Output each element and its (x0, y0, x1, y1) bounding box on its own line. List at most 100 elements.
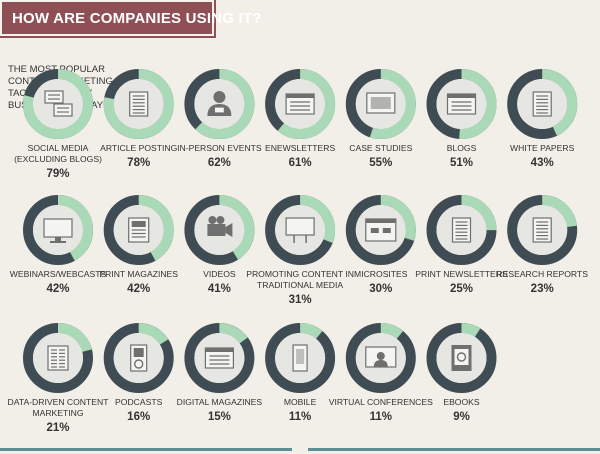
donut-value-label: 31% (289, 294, 312, 306)
donut-label: PODCASTS (115, 397, 163, 407)
donut-value-label: 15% (208, 411, 231, 423)
donut-value-label: 43% (531, 157, 554, 169)
donut-label: VIDEOS (203, 269, 236, 279)
donut-value-arc (184, 323, 255, 393)
donut-in-person-events: IN-PERSON EVENTS 62% (177, 69, 262, 169)
donut-value-arc (345, 195, 416, 265)
donut-microsites: MICROSITES 30% (345, 195, 416, 295)
donut-value-label: 16% (127, 411, 150, 423)
donut-label: MICROSITES (354, 269, 408, 279)
email-newsletter-icon (285, 93, 315, 115)
monitor-icon (43, 218, 73, 243)
chat-bubbles-icon (44, 90, 73, 117)
donut-label: PROMOTING CONTENT IN (246, 269, 354, 279)
donut-print-magazines: PRINT MAGAZINES 42% (99, 195, 178, 295)
video-conference-icon (365, 346, 397, 368)
mobile-phone-icon (292, 344, 308, 372)
digital-magazine-icon (204, 347, 234, 369)
section-banner: HOW ARE COMPANIES USING IT? (0, 0, 261, 38)
donut-label: ARTICLE POSTING (100, 143, 178, 153)
donut-label: IN-PERSON EVENTS (177, 143, 262, 153)
donut-enewsletters: ENEWSLETTERS 61% (265, 69, 336, 169)
donut-digital-magazines: DIGITAL MAGAZINES 15% (177, 323, 263, 423)
donut-value-arc (184, 195, 255, 265)
donut-article-posting: ARTICLE POSTING 78% (100, 69, 178, 169)
donut-value-label: 11% (370, 411, 392, 423)
donut-value-label: 62% (208, 157, 231, 169)
donut-label: BLOGS (447, 143, 477, 153)
donut-value-arc (265, 323, 336, 393)
donut-value-label: 79% (46, 168, 69, 180)
donut-social-media-excluding-blogs: SOCIAL MEDIA(EXCLUDING BLOGS) 79% (14, 69, 102, 180)
bottom-divider-left (0, 448, 292, 451)
donut-value-arc (23, 69, 93, 139)
donut-value-label: 25% (450, 283, 473, 295)
donut-value-arc (265, 195, 336, 265)
person-nametag-icon (207, 91, 232, 116)
donut-label: VIRTUAL CONFERENCES (329, 397, 433, 407)
donut-label: DATA-DRIVEN CONTENT (8, 397, 110, 407)
donut-value-arc (426, 69, 497, 139)
donut-label: WHITE PAPERS (510, 143, 575, 153)
donut-label: MARKETING (32, 408, 83, 418)
donut-value-label: 23% (531, 283, 554, 295)
donut-value-label: 21% (46, 422, 69, 434)
donut-virtual-conferences: VIRTUAL CONFERENCES 11% (329, 323, 433, 423)
donut-research-reports: RESEARCH REPORTS 23% (496, 195, 588, 295)
donut-videos: VIDEOS 41% (184, 195, 255, 295)
donut-value-arc (426, 195, 497, 265)
donut-mobile: MOBILE 11% (265, 323, 336, 423)
document-icon (532, 91, 552, 117)
donut-value-arc (103, 323, 174, 393)
donut-value-arc (103, 195, 174, 265)
donut-value-label: 55% (369, 157, 392, 169)
media-player-icon (130, 344, 148, 372)
donut-value-label: 78% (127, 157, 150, 169)
donut-value-label: 41% (208, 283, 231, 295)
donut-value-arc (507, 69, 578, 139)
billboard-icon (285, 217, 315, 243)
magazine-icon (128, 217, 150, 243)
donut-case-studies: CASE STUDIES 55% (345, 69, 416, 169)
donut-value-arc (184, 69, 255, 139)
donut-webinars-webcasts: WEBINARS/WEBCASTS 42% (10, 195, 107, 295)
bottom-divider-right (308, 448, 600, 451)
article-icon (129, 91, 149, 117)
browser-page-icon (446, 93, 477, 115)
presentation-screen-icon (366, 92, 396, 114)
donut-label: CASE STUDIES (349, 143, 412, 153)
donut-value-arc (103, 69, 174, 139)
donut-value-arc (345, 69, 416, 139)
donut-blogs: BLOGS 51% (426, 69, 497, 169)
donut-value-label: 61% (289, 157, 312, 169)
donut-value-label: 42% (127, 283, 150, 295)
donut-label: (EXCLUDING BLOGS) (14, 154, 102, 164)
donut-value-arc (23, 195, 93, 265)
report-icon (532, 217, 552, 243)
donut-white-papers: WHITE PAPERS 43% (507, 69, 578, 169)
donut-value-arc (345, 323, 416, 393)
donut-value-label: 51% (450, 157, 473, 169)
donut-print-newsletters: PRINT NEWSLETTERS 25% (415, 195, 508, 295)
donut-value-label: 30% (369, 283, 392, 295)
newsletter-icon (451, 217, 472, 243)
data-sheet-icon (47, 345, 69, 371)
donut-label: TRADITIONAL MEDIA (257, 280, 343, 290)
donut-label: DIGITAL MAGAZINES (177, 397, 263, 407)
donut-value-label: 9% (453, 411, 470, 423)
donut-label: ENEWSLETTERS (265, 143, 335, 153)
donut-label: WEBINARS/WEBCASTS (10, 269, 107, 279)
video-camera-icon (207, 216, 233, 237)
donut-podcasts: PODCASTS 16% (103, 323, 174, 423)
donut-value-arc (426, 323, 497, 393)
ebook-icon (451, 345, 472, 371)
donut-value-arc (507, 195, 578, 265)
microsite-window-icon (365, 218, 397, 242)
section-title: HOW ARE COMPANIES USING IT? (12, 10, 262, 27)
donut-label: SOCIAL MEDIA (28, 143, 89, 153)
donut-value-arc (265, 69, 336, 139)
donut-label: EBOOKS (443, 397, 480, 407)
